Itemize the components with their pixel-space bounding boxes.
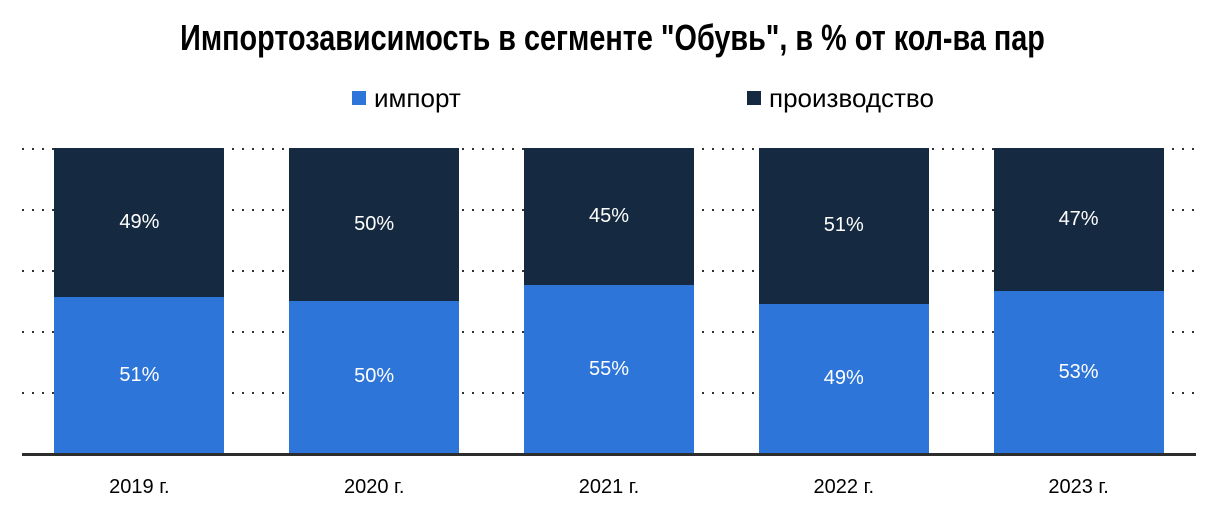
x-axis-labels: 2019 г. 2020 г. 2021 г. 2022 г. 2023 г. <box>22 474 1196 500</box>
bar-segment-import: 53% <box>993 291 1164 453</box>
legend-swatch-import-icon <box>352 91 366 105</box>
bar-group-3: 45% 55% <box>523 148 694 453</box>
bar-group-2: 50% 50% <box>289 148 460 453</box>
x-axis-label-1: 2019 г. <box>109 476 170 498</box>
value-label-production: 50% <box>354 212 395 235</box>
legend-item-production: производство <box>747 84 934 112</box>
bar-slot-4: 51% 49% <box>726 148 961 453</box>
value-label-import: 55% <box>588 357 629 380</box>
legend-swatch-production-icon <box>747 91 761 105</box>
value-label-import: 50% <box>354 365 395 388</box>
value-label-import: 53% <box>1058 360 1099 383</box>
bar-slot-1: 49% 51% <box>22 148 257 453</box>
bar-segment-production: 45% <box>523 148 694 286</box>
value-label-production: 47% <box>1058 208 1099 231</box>
x-axis-label-2: 2020 г. <box>343 476 405 498</box>
bar-segment-production: 51% <box>758 148 929 304</box>
bar-segment-import: 50% <box>289 300 460 453</box>
bar-segment-import: 51% <box>54 297 225 453</box>
x-axis-label-5: 2023 г. <box>1048 476 1109 498</box>
bar-group-1: 49% 51% <box>54 148 225 453</box>
value-label-import: 51% <box>119 363 160 386</box>
bar-slot-3: 45% 55% <box>492 148 727 453</box>
bar-segment-production: 50% <box>289 148 460 301</box>
legend-label-production: производство <box>769 83 934 113</box>
value-label-production: 49% <box>119 211 160 234</box>
chart-title: Импортозависимость в сегменте "Обувь", в… <box>180 17 1045 58</box>
bar-slot-2: 50% 50% <box>257 148 492 453</box>
bar-segment-production: 47% <box>993 148 1164 292</box>
bar-segment-production: 49% <box>54 148 225 298</box>
value-label-production: 51% <box>823 214 864 237</box>
x-axis-label-4: 2022 г. <box>813 476 875 498</box>
bar-group-4: 51% 49% <box>758 148 929 453</box>
bar-group-5: 47% 53% <box>993 148 1164 453</box>
legend-label-import: импорт <box>374 83 461 113</box>
value-label-import: 49% <box>823 366 864 389</box>
bar-segment-import: 55% <box>523 285 694 453</box>
value-label-production: 45% <box>588 205 629 228</box>
x-axis-label-3: 2021 г. <box>578 476 640 498</box>
plot-area: 49% 51% 50% 50% 45% 55% 51% 49% 47% 53% <box>22 148 1196 456</box>
bar-slot-5: 47% 53% <box>961 148 1196 453</box>
bars-row: 49% 51% 50% 50% 45% 55% 51% 49% 47% 53% <box>22 148 1196 453</box>
legend-item-import: импорт <box>352 84 461 112</box>
bar-segment-import: 49% <box>758 303 929 453</box>
